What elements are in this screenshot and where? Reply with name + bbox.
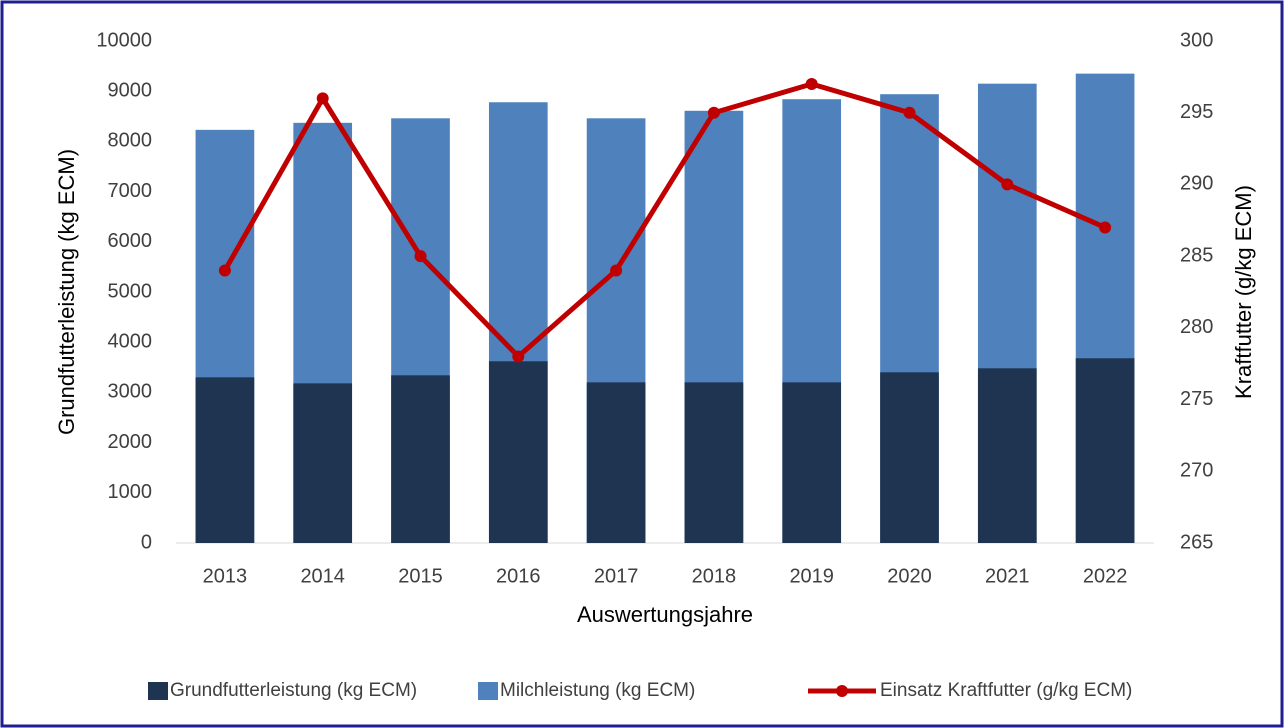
x-tick-label: 2021	[985, 565, 1030, 587]
y2-tick-label: 285	[1180, 244, 1213, 266]
x-tick-label: 2018	[692, 565, 737, 587]
bar	[880, 372, 939, 543]
y-tick-label: 4000	[108, 330, 153, 352]
bar	[1075, 358, 1135, 543]
y-tick-label: 6000	[108, 230, 153, 252]
bar	[195, 377, 255, 543]
y-tick-label: 8000	[108, 130, 153, 152]
y-tick-label: 2000	[108, 431, 153, 453]
legend-label: Einsatz Kraftfutter (g/kg ECM)	[880, 680, 1132, 701]
y-axis-title: Grundfutterleistung (kg ECM)	[54, 149, 79, 435]
bar	[684, 382, 744, 543]
line-marker	[316, 92, 329, 105]
x-tick-label: 2017	[594, 565, 639, 587]
line-marker	[218, 264, 231, 277]
legend-swatch	[148, 682, 168, 700]
y2-tick-label: 270	[1180, 460, 1213, 482]
x-tick-label: 2013	[203, 565, 248, 587]
y-tick-label: 7000	[108, 180, 153, 202]
y2-tick-label: 280	[1180, 316, 1213, 338]
y2-tick-label: 295	[1180, 101, 1213, 123]
line-marker	[707, 106, 720, 119]
bar	[488, 361, 548, 543]
line-marker	[1001, 178, 1014, 191]
legend-swatch	[478, 682, 498, 700]
bar	[977, 368, 1037, 543]
x-tick-label: 2014	[300, 565, 345, 587]
line-marker	[414, 250, 427, 263]
y-tick-label: 9000	[108, 79, 153, 101]
legend-swatch-marker	[836, 685, 848, 697]
line	[222, 81, 1107, 360]
bar	[293, 383, 353, 543]
x-tick-label: 2019	[789, 565, 834, 587]
y-tick-label: 1000	[108, 481, 153, 503]
y-tick-label: 5000	[108, 280, 153, 302]
y-tick-label: 10000	[96, 29, 152, 51]
legend-label: Grundfutterleistung (kg ECM)	[170, 680, 417, 701]
line-marker	[903, 106, 916, 119]
y2-axis-title: Kraftfutter (g/kg ECM)	[1231, 185, 1256, 399]
line-marker	[610, 264, 623, 277]
line-marker	[1099, 221, 1112, 234]
x-tick-label: 2015	[398, 565, 443, 587]
line-marker	[805, 78, 818, 91]
y-tick-label: 3000	[108, 381, 153, 403]
y-tick-label: 0	[141, 531, 152, 553]
y2-tick-label: 290	[1180, 173, 1213, 195]
bar	[782, 382, 842, 543]
y2-tick-label: 265	[1180, 531, 1213, 553]
bar	[586, 382, 646, 543]
bar	[391, 375, 450, 543]
x-tick-label: 2020	[887, 565, 932, 587]
y2-tick-label: 275	[1180, 388, 1213, 410]
y2-tick-label: 300	[1180, 29, 1213, 51]
legend-label: Milchleistung (kg ECM)	[500, 680, 695, 701]
line-marker	[512, 350, 525, 363]
x-tick-label: 2016	[496, 565, 541, 587]
x-axis-title: Auswertungsjahre	[577, 602, 753, 627]
x-tick-label: 2022	[1083, 565, 1128, 587]
